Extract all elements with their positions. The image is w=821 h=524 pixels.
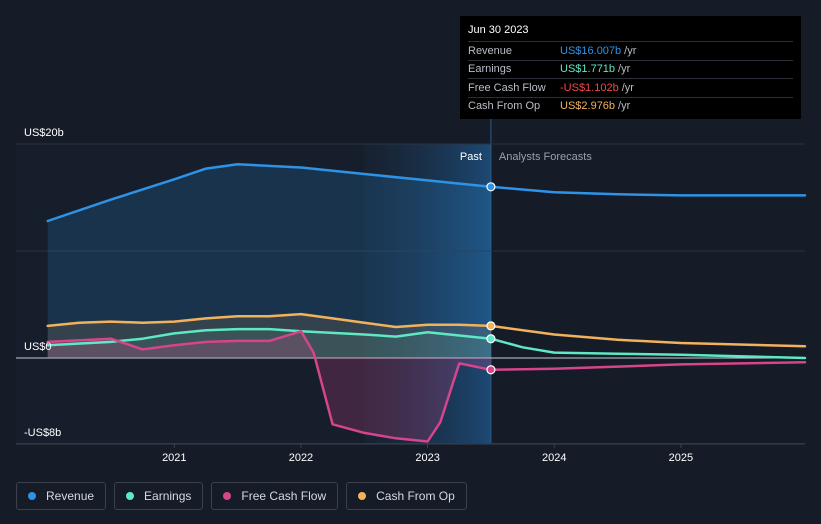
legend-item-earnings[interactable]: Earnings — [114, 482, 204, 510]
series-line-revenue — [46, 163, 807, 223]
series-line-earnings — [46, 327, 807, 360]
legend-label: Earnings — [144, 489, 192, 503]
tooltip-value: US$2.976b — [560, 100, 616, 113]
tooltip-row-earnings: Earnings US$1.771b/yr — [468, 59, 793, 79]
marker-free-cash-flow — [486, 365, 496, 375]
tooltip-label: Earnings — [468, 63, 512, 76]
tooltip-unit: /yr — [621, 81, 634, 94]
tooltip-label: Cash From Op — [468, 100, 541, 113]
legend-label: Revenue — [46, 489, 95, 503]
tooltip-value: US$1.771b — [560, 63, 616, 76]
past-label: Past — [460, 151, 482, 163]
marker-cash-from-op — [486, 321, 496, 331]
legend-dot-icon — [223, 492, 232, 500]
legend: Revenue Earnings Free Cash Flow Cash From O… — [16, 482, 467, 510]
tooltip-unit: /yr — [618, 100, 631, 113]
forecast-label: Analysts Forecasts — [499, 151, 592, 163]
series-line-free-cash-flow — [46, 330, 807, 443]
legend-item-revenue[interactable]: Revenue — [16, 482, 107, 510]
series-line-cash-from-op — [46, 312, 807, 348]
legend-dot-icon — [126, 492, 135, 500]
x-tick-label: 2023 — [415, 452, 439, 464]
tooltip-value: -US$1.102b — [560, 81, 619, 94]
tooltip-row-free-cash-flow: Free Cash Flow -US$1.102b/yr — [468, 78, 793, 97]
tooltip-row-revenue: Revenue US$16.007b/yr — [468, 41, 793, 60]
tooltip-unit: /yr — [618, 63, 631, 76]
tooltip-label: Revenue — [468, 44, 513, 57]
legend-label: Cash From Op — [376, 489, 455, 503]
tooltip-row-cash-from-op: Cash From Op US$2.976b/yr — [468, 96, 793, 116]
tooltip-unit: /yr — [624, 44, 637, 57]
past-highlight-region — [364, 144, 491, 444]
area-revenue — [47, 164, 491, 358]
tooltip-label: Free Cash Flow — [468, 81, 546, 94]
tooltip-date: Jun 30 2023 — [468, 24, 529, 36]
area-free-cash-flow — [47, 331, 491, 442]
legend-label: Free Cash Flow — [241, 489, 327, 503]
tooltip: Jun 30 2023 Revenue US$16.007b/yr Earnings… — [460, 16, 801, 119]
legend-item-cash-from-op[interactable]: Cash From Op — [346, 482, 467, 510]
x-tick-label: 2024 — [542, 452, 566, 464]
marker-earnings — [486, 334, 496, 344]
legend-item-free-cash-flow[interactable]: Free Cash Flow — [211, 482, 339, 510]
y-tick-label: US$20b — [24, 127, 64, 139]
x-tick-label: 2025 — [669, 452, 693, 464]
tooltip-value: US$16.007b — [560, 44, 622, 57]
y-tick-label: US$0 — [24, 341, 52, 353]
x-tick-label: 2022 — [289, 452, 313, 464]
x-tick-label: 2021 — [162, 452, 186, 464]
legend-dot-icon — [28, 492, 36, 500]
y-tick-label: -US$8b — [24, 427, 61, 439]
marker-revenue — [486, 182, 496, 192]
legend-dot-icon — [358, 492, 367, 500]
